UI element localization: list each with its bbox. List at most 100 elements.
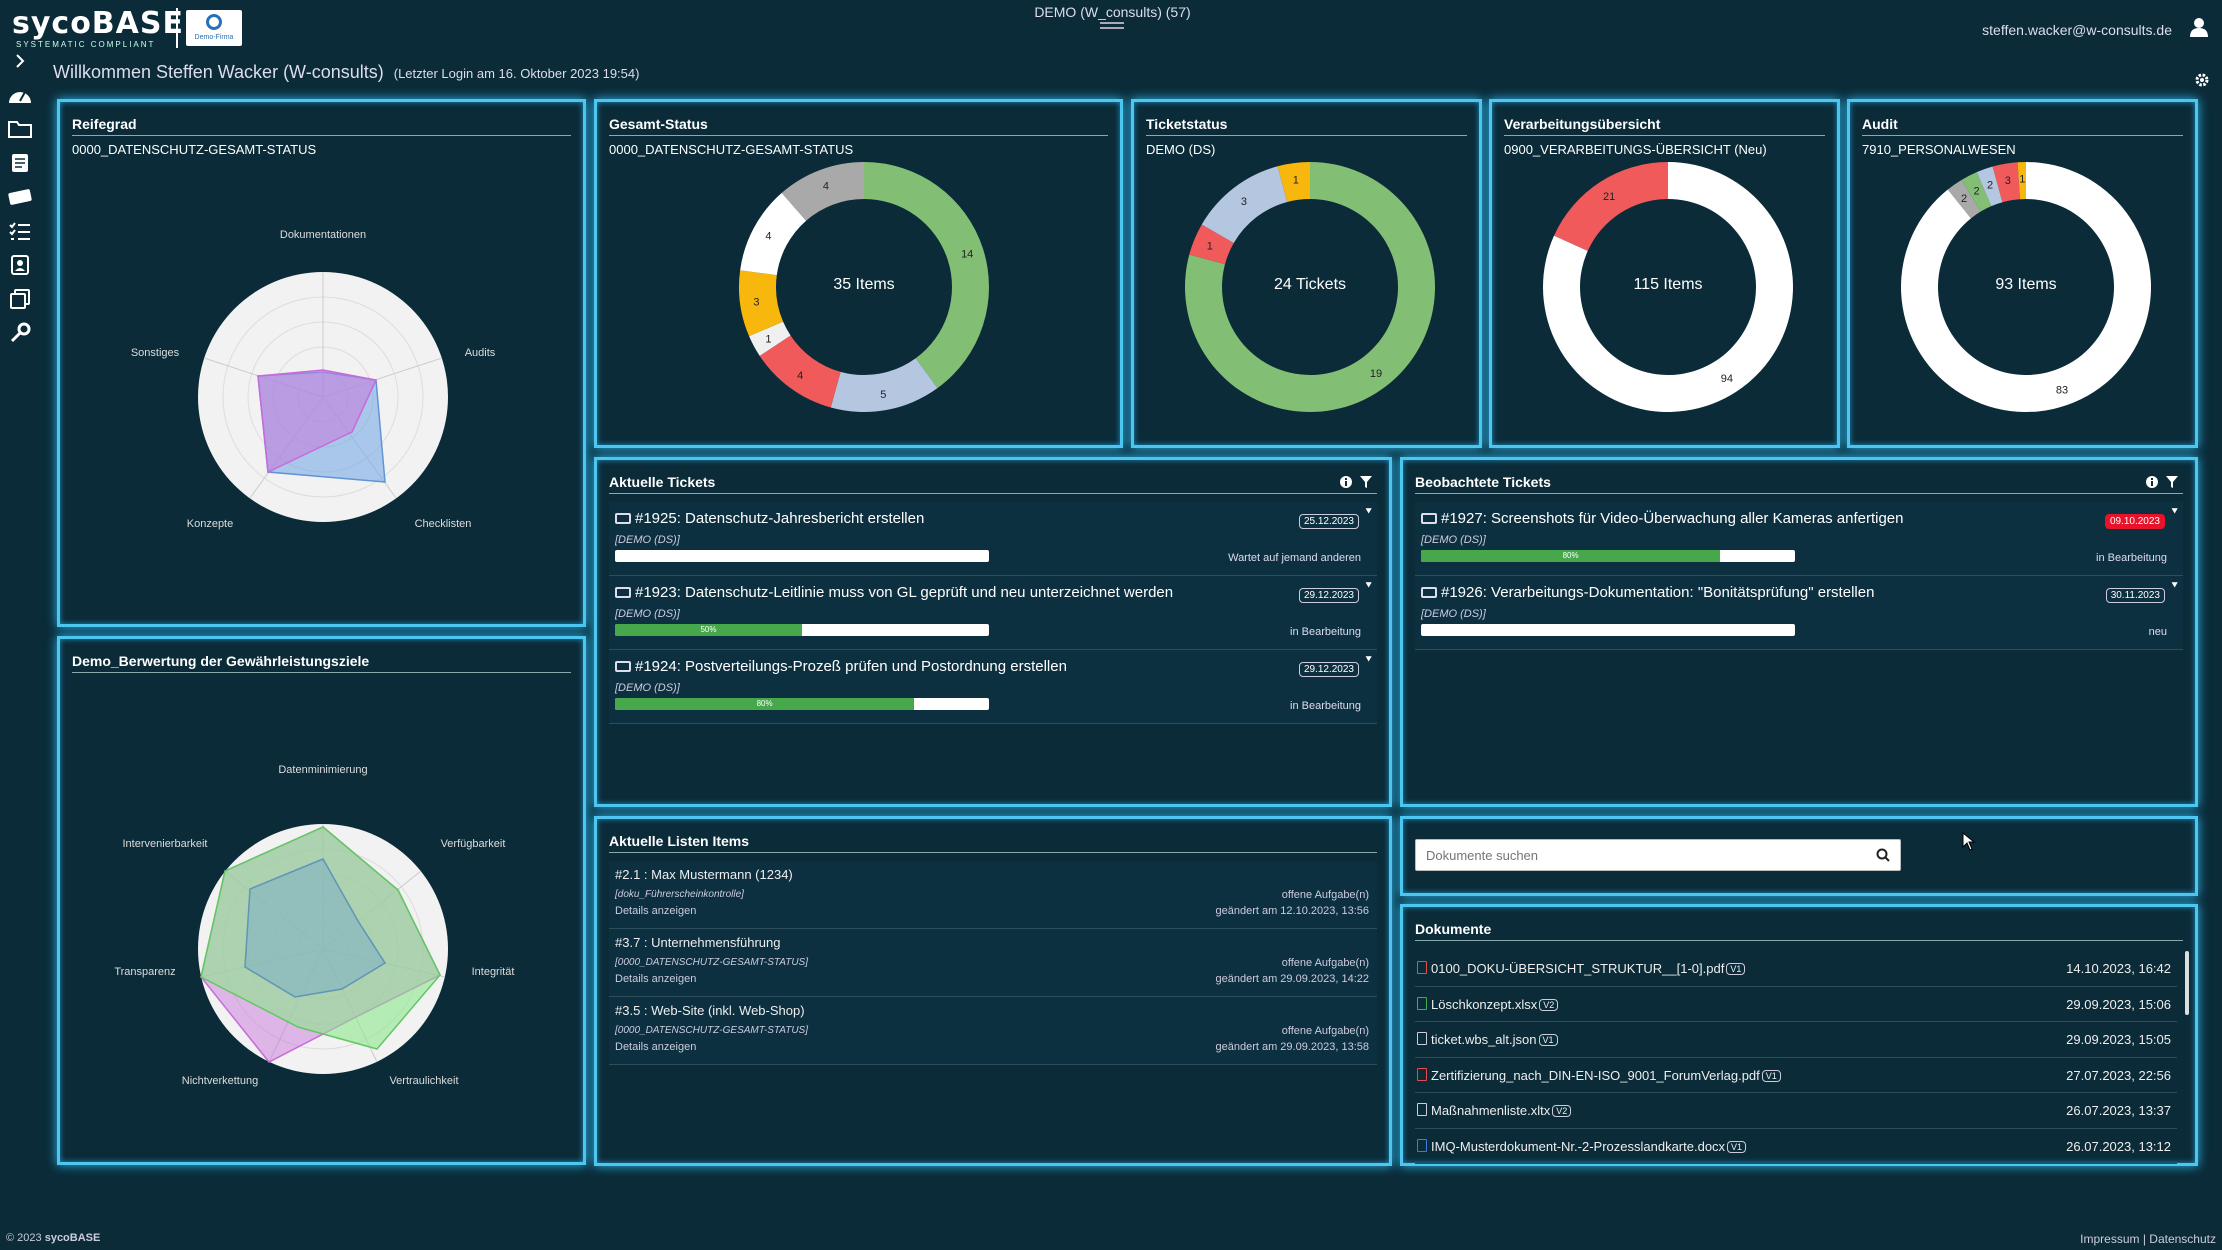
user-icon[interactable]	[2188, 16, 2210, 38]
donut-segment[interactable]	[1185, 162, 1435, 412]
details-link[interactable]: Details anzeigen	[615, 1041, 697, 1053]
ticket-row[interactable]: #1925: Datenschutz-Jahresbericht erstell…	[609, 502, 1377, 576]
dokumente-scrollbar[interactable]	[2185, 951, 2189, 1015]
ticket-icon[interactable]	[6, 184, 34, 210]
document-row[interactable]: IMQ-Musterdokument-Nr.-2-Prozesslandkart…	[1415, 1129, 2177, 1164]
donut-segment[interactable]	[739, 270, 784, 337]
document-name[interactable]: 0100_DOKU-ÜBERSICHT_STRUKTUR__[1-0].pdf V…	[1431, 961, 1746, 976]
document-name[interactable]: IMQ-Musterdokument-Nr.-2-Prozesslandkart…	[1431, 1139, 1747, 1154]
donut-segment[interactable]	[1554, 162, 1668, 251]
donut-segment[interactable]	[2017, 162, 2026, 200]
document-search[interactable]	[1415, 839, 1901, 871]
document-icon[interactable]	[6, 150, 34, 176]
donut-segment[interactable]	[749, 321, 791, 356]
expand-chevron-icon[interactable]: ⯆	[1364, 580, 1373, 592]
list-item-name[interactable]: #3.5 : Web-Site (inkl. Web-Shop)	[615, 1003, 805, 1018]
document-row[interactable]: Maßnahmenliste.xltx V2 26.07.2023, 13:37	[1415, 1093, 2177, 1129]
filter-icon[interactable]	[2165, 475, 2179, 489]
search-icon[interactable]	[1876, 848, 1890, 862]
info-icon[interactable]	[1339, 475, 1353, 489]
ticket-row[interactable]: #1924: Postverteilungs-Prozeß prüfen und…	[609, 650, 1377, 724]
tenant-menu-icon[interactable]	[1100, 22, 1124, 32]
ticket-title[interactable]: #1927: Screenshots für Video-Überwachung…	[1421, 510, 1904, 527]
document-row[interactable]: ticket.wbs_alt.json V1 29.09.2023, 15:05	[1415, 1022, 2177, 1058]
ticket-title[interactable]: #1926: Verarbeitungs-Dokumentation: "Bon…	[1421, 584, 1874, 601]
folder-icon[interactable]	[6, 116, 34, 142]
expand-chevron-icon[interactable]	[6, 48, 34, 74]
axis-label-0: Dokumentationen	[280, 229, 366, 241]
list-item-name[interactable]: #3.7 : Unternehmensführung	[615, 935, 781, 950]
document-name[interactable]: Löschkonzept.xlsx V2	[1431, 997, 1559, 1012]
checklist-icon[interactable]	[6, 218, 34, 244]
document-row[interactable]: Löschkonzept.xlsx V2 29.09.2023, 15:06	[1415, 987, 2177, 1022]
copy-icon[interactable]	[6, 286, 34, 312]
ticket-row[interactable]: #1926: Verarbeitungs-Dokumentation: "Bon…	[1415, 576, 2183, 650]
dashboard-icon[interactable]	[6, 82, 34, 108]
donut-segment[interactable]	[1543, 162, 1793, 412]
donut-value-label: 5	[880, 389, 886, 401]
donut-segment[interactable]	[1277, 162, 1310, 202]
expand-chevron-icon[interactable]: ⯆	[2170, 506, 2179, 518]
ticketstatus-donut-chart: 19 1 3 1	[1185, 162, 1435, 412]
details-link[interactable]: Details anzeigen	[615, 905, 697, 917]
sycobase-logo[interactable]: sycoBASE SYSTEMATIC COMPLIANT	[12, 6, 184, 49]
footer-links[interactable]: Impressum | Datenschutz	[2080, 1232, 2216, 1246]
expand-chevron-icon[interactable]: ⯆	[1364, 506, 1373, 518]
donut-segment[interactable]	[1901, 162, 2151, 412]
list-item-name[interactable]: #2.1 : Max Mustermann (1234)	[615, 867, 793, 882]
donut-value-label: 19	[1370, 368, 1382, 380]
list-item[interactable]: #3.5 : Web-Site (inkl. Web-Shop) [0000_DA…	[609, 997, 1377, 1065]
donut-segment[interactable]	[781, 162, 864, 221]
version-badge: V1	[1727, 1140, 1747, 1153]
filter-icon[interactable]	[1359, 475, 1373, 489]
ticket-status: neu	[2148, 626, 2167, 638]
donut-value-label: 1	[1207, 240, 1213, 252]
donut-segment[interactable]	[740, 192, 807, 276]
wrench-icon[interactable]	[6, 320, 34, 346]
contact-icon[interactable]	[6, 252, 34, 278]
reifegrad-title: Reifegrad	[72, 116, 571, 136]
ticket-title[interactable]: #1923: Datenschutz-Leitlinie muss von GL…	[615, 584, 1173, 601]
donut-segment[interactable]	[1947, 179, 1981, 219]
document-name[interactable]: ticket.wbs_alt.json V1	[1431, 1032, 1558, 1047]
donut-segment[interactable]	[1201, 166, 1288, 243]
ticket-row[interactable]: #1923: Datenschutz-Leitlinie muss von GL…	[609, 576, 1377, 650]
expand-chevron-icon[interactable]: ⯆	[2170, 580, 2179, 592]
search-input[interactable]	[1426, 848, 1846, 863]
expand-chevron-icon[interactable]: ⯆	[1364, 654, 1373, 666]
tenant-selector[interactable]: DEMO (W_consults) (57)	[1034, 4, 1191, 20]
ticket-row[interactable]: #1927: Screenshots für Video-Überwachung…	[1415, 502, 2183, 576]
ticket-progress-fill: 50%	[615, 624, 802, 636]
aktuelle-tickets-panel: Aktuelle Tickets #1925: Datenschutz-Jahr…	[594, 457, 1392, 807]
info-icon[interactable]	[2145, 475, 2159, 489]
listen-items-title: Aktuelle Listen Items	[609, 833, 1377, 853]
donut-value-label: 2	[1987, 180, 1993, 192]
gear-icon[interactable]	[2194, 72, 2210, 88]
details-link[interactable]: Details anzeigen	[615, 973, 697, 985]
list-item[interactable]: #2.1 : Max Mustermann (1234) [doku_Führer…	[609, 861, 1377, 929]
donut-segment[interactable]	[830, 358, 938, 412]
firm-logo-text: Demo-Firma	[194, 34, 234, 41]
donut-segment[interactable]	[864, 162, 989, 389]
donut-segment[interactable]	[1992, 162, 2021, 203]
changed-date: geändert am 12.10.2023, 13:56	[1215, 905, 1369, 917]
donut-segment[interactable]	[1189, 224, 1234, 265]
donut-segment[interactable]	[1961, 172, 1992, 212]
list-item[interactable]: #3.7 : Unternehmensführung [0000_DATENSCH…	[609, 929, 1377, 997]
donut-segment[interactable]	[1976, 166, 2003, 207]
document-row[interactable]: 0100_DOKU-ÜBERSICHT_STRUKTUR__[1-0].pdf V…	[1415, 951, 2177, 987]
ticket-status: in Bearbeitung	[2096, 552, 2167, 564]
donut-segment[interactable]	[759, 335, 841, 408]
user-email[interactable]: steffen.wacker@w-consults.de	[1982, 22, 2172, 38]
ticket-title[interactable]: #1924: Postverteilungs-Prozeß prüfen und…	[615, 658, 1067, 675]
document-name[interactable]: Zertifizierung_nach_DIN-EN-ISO_9001_Foru…	[1431, 1068, 1781, 1083]
sidebar	[6, 48, 40, 354]
ticket-title[interactable]: #1925: Datenschutz-Jahresbericht erstell…	[615, 510, 924, 527]
document-row[interactable]: Zertifizierung_nach_DIN-EN-ISO_9001_Foru…	[1415, 1058, 2177, 1093]
document-name[interactable]: Maßnahmenliste.xltx V2	[1431, 1103, 1572, 1118]
gesamt-status-panel: Gesamt-Status 0000_DATENSCHUTZ-GESAMT-ST…	[594, 99, 1123, 448]
beobachtete-tickets-list: #1927: Screenshots für Video-Überwachung…	[1415, 502, 2183, 650]
donut-value-label: 3	[1241, 196, 1247, 208]
ticket-progress-fill: 80%	[615, 698, 915, 710]
